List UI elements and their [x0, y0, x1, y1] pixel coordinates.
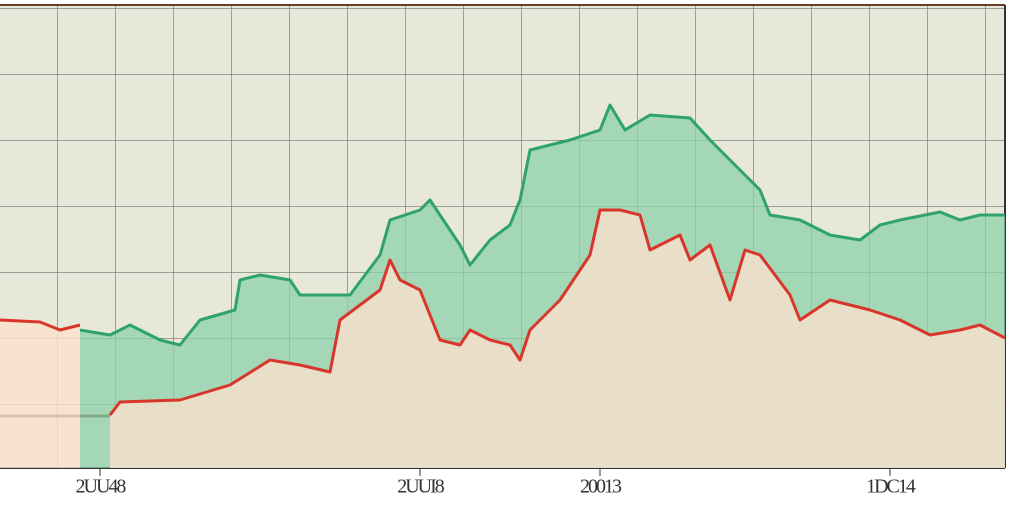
series-area [0, 320, 80, 468]
series-line [79, 103, 1005, 347]
x-tick-label: 20013 [580, 476, 622, 498]
series-area [110, 210, 1005, 468]
x-tick-label: 2UUI8 [397, 476, 445, 498]
series-line [0, 208, 1006, 416]
x-tick-label: 1DC14 [866, 476, 916, 498]
x-tick-label: 2UU48 [76, 476, 127, 498]
